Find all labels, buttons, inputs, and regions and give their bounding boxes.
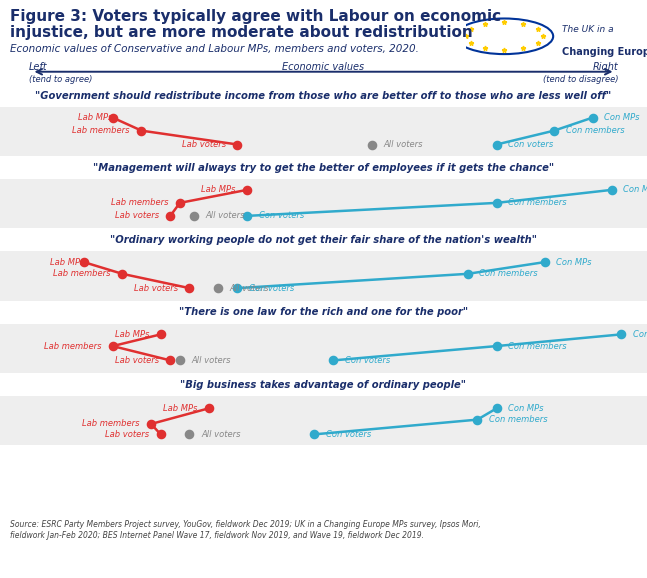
- Text: Lab voters: Lab voters: [105, 430, 149, 439]
- Text: Lab voters: Lab voters: [115, 356, 159, 365]
- Text: Con members: Con members: [479, 269, 538, 279]
- Point: [184, 430, 195, 439]
- Point: [540, 258, 550, 267]
- Point: [491, 403, 501, 413]
- Text: "Management will always try to get the better of employees if it gets the chance: "Management will always try to get the b…: [93, 163, 554, 173]
- Text: Con MPs: Con MPs: [604, 113, 640, 122]
- Text: Lab MPs: Lab MPs: [201, 186, 236, 194]
- Point: [213, 284, 223, 293]
- Text: Con members: Con members: [565, 126, 624, 135]
- Text: (tend to disagree): (tend to disagree): [543, 76, 619, 84]
- Point: [328, 356, 338, 365]
- Point: [606, 185, 617, 194]
- Point: [491, 140, 501, 149]
- Text: "Ordinary working people do not get their fair share of the nation's wealth": "Ordinary working people do not get thei…: [110, 235, 537, 245]
- Point: [491, 198, 501, 208]
- Text: Lab MPs: Lab MPs: [50, 258, 84, 266]
- Text: The UK in a: The UK in a: [562, 25, 613, 34]
- Point: [184, 284, 195, 293]
- Text: All voters: All voters: [192, 356, 231, 365]
- Text: Con voters: Con voters: [325, 430, 371, 439]
- Text: Changing Europe: Changing Europe: [562, 47, 647, 57]
- Text: All voters: All voters: [383, 140, 423, 149]
- Point: [203, 403, 214, 413]
- Point: [616, 329, 626, 339]
- Text: Lab MPs: Lab MPs: [78, 113, 113, 122]
- Text: Economic values of Conservative and Labour MPs, members and voters, 2020.: Economic values of Conservative and Labo…: [10, 44, 419, 54]
- Text: Lab members: Lab members: [72, 126, 130, 135]
- Text: Lab voters: Lab voters: [134, 284, 178, 292]
- Point: [232, 140, 243, 149]
- Text: "There is one law for the rich and one for the poor": "There is one law for the rich and one f…: [179, 307, 468, 317]
- Text: "Big business takes advantage of ordinary people": "Big business takes advantage of ordinar…: [181, 380, 466, 390]
- Text: All voters: All voters: [206, 212, 245, 220]
- Text: Right: Right: [593, 62, 619, 72]
- Point: [155, 430, 166, 439]
- Text: Lab members: Lab members: [43, 342, 101, 351]
- Text: Left: Left: [28, 62, 47, 72]
- Text: Con voters: Con voters: [259, 212, 304, 220]
- Point: [79, 258, 89, 267]
- Text: Con members: Con members: [508, 342, 567, 351]
- Text: Con MPs: Con MPs: [633, 330, 647, 339]
- Point: [107, 113, 118, 123]
- Text: Con members: Con members: [489, 415, 547, 424]
- Text: All voters: All voters: [201, 430, 241, 439]
- Text: Con MPs: Con MPs: [508, 404, 543, 413]
- Point: [175, 356, 185, 365]
- Point: [189, 212, 199, 221]
- Point: [117, 269, 127, 279]
- Text: Lab members: Lab members: [111, 198, 168, 208]
- Text: Lab MPs: Lab MPs: [163, 404, 197, 413]
- Point: [155, 329, 166, 339]
- Point: [242, 185, 252, 194]
- Text: Con voters: Con voters: [345, 356, 390, 365]
- Text: Con voters: Con voters: [508, 140, 553, 149]
- Text: (tend to agree): (tend to agree): [28, 76, 92, 84]
- Text: Con members: Con members: [508, 198, 567, 208]
- Text: Con voters: Con voters: [249, 284, 294, 292]
- Text: Economic values: Economic values: [283, 62, 364, 72]
- Text: All voters: All voters: [230, 284, 269, 292]
- Point: [165, 356, 175, 365]
- Point: [232, 284, 243, 293]
- Point: [309, 430, 320, 439]
- Point: [587, 113, 598, 123]
- Text: Source: ESRC Party Members Project survey, YouGov, fieldwork Dec 2019; UK in a C: Source: ESRC Party Members Project surve…: [10, 520, 481, 540]
- Point: [175, 198, 185, 208]
- Point: [107, 342, 118, 351]
- Point: [463, 269, 473, 279]
- Point: [367, 140, 377, 149]
- Text: Lab members: Lab members: [53, 269, 111, 279]
- Point: [491, 342, 501, 351]
- Text: Lab voters: Lab voters: [115, 212, 159, 220]
- Point: [146, 420, 156, 429]
- Point: [472, 415, 483, 424]
- Text: Lab voters: Lab voters: [182, 140, 226, 149]
- Point: [137, 126, 147, 135]
- Text: "Government should redistribute income from those who are better off to those wh: "Government should redistribute income f…: [36, 91, 611, 101]
- Point: [242, 212, 252, 221]
- Point: [549, 126, 559, 135]
- Text: Lab MPs: Lab MPs: [115, 330, 149, 339]
- Text: Lab members: Lab members: [82, 420, 140, 428]
- Text: Con MPs: Con MPs: [623, 186, 647, 194]
- Point: [165, 212, 175, 221]
- Text: Con MPs: Con MPs: [556, 258, 591, 266]
- Text: injustice, but are more moderate about redistribution: injustice, but are more moderate about r…: [10, 25, 472, 40]
- Text: Figure 3: Voters typically agree with Labour on economic: Figure 3: Voters typically agree with La…: [10, 9, 501, 24]
